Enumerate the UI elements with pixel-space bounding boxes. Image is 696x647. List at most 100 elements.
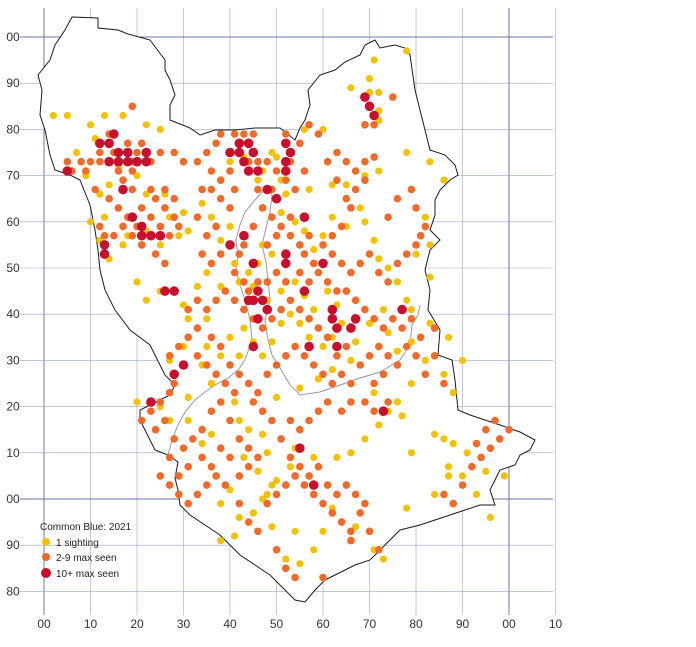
record-dot-1-sighting <box>458 356 467 364</box>
record-dot-1-sighting <box>86 218 95 226</box>
record-dot-2-9 <box>156 222 165 231</box>
record-dot-2-9 <box>179 157 188 166</box>
record-dot-2-9 <box>393 194 402 203</box>
record-dot-1-sighting <box>440 435 448 443</box>
record-dot-1-sighting <box>291 218 299 226</box>
record-dot-2-9 <box>486 444 495 453</box>
record-dot-2-9 <box>137 204 146 212</box>
y-axis-label: 80 <box>6 122 20 136</box>
record-dot-10-plus <box>281 258 291 269</box>
record-dot-1-sighting <box>277 319 285 327</box>
record-dot-1-sighting <box>272 153 281 161</box>
record-dot-2-9 <box>323 333 332 342</box>
record-dot-1-sighting <box>231 398 239 406</box>
record-dot-2-9 <box>249 398 258 406</box>
county-outline <box>37 16 536 603</box>
record-dot-2-9 <box>179 444 188 453</box>
record-dot-1-sighting <box>272 393 281 401</box>
record-dot-2-9 <box>412 204 420 212</box>
record-dot-2-9 <box>86 157 95 166</box>
record-dot-2-9 <box>198 453 206 462</box>
record-dot-2-9 <box>282 278 290 286</box>
x-axis-label: 50 <box>270 617 284 631</box>
legend-swatch-1-sighting <box>42 538 50 546</box>
record-dot-1-sighting <box>207 430 215 438</box>
x-axis-label: 00 <box>502 617 516 631</box>
record-dot-1-sighting <box>179 209 188 217</box>
record-dot-2-9 <box>291 573 299 582</box>
record-dot-2-9 <box>291 342 299 351</box>
record-dot-2-9 <box>263 499 272 508</box>
record-dot-10-plus <box>155 230 166 241</box>
legend-item-3: 10+ max seen <box>41 568 119 580</box>
record-dot-2-9 <box>347 379 355 388</box>
record-dot-10-plus <box>350 314 361 324</box>
record-dot-1-sighting <box>296 319 304 327</box>
legend: Common Blue: 2021 1 sighting 2-9 max see… <box>40 522 132 580</box>
record-dot-2-9 <box>96 222 104 231</box>
record-dot-2-9 <box>351 185 360 194</box>
record-dot-2-9 <box>384 352 392 360</box>
record-dot-1-sighting <box>86 121 95 129</box>
x-axis-label: 60 <box>316 617 330 631</box>
record-dot-2-9 <box>216 398 225 406</box>
record-dot-2-9 <box>82 167 90 175</box>
record-dot-2-9 <box>212 139 220 148</box>
record-dot-2-9 <box>244 444 253 453</box>
record-dot-1-sighting <box>217 537 225 545</box>
record-dot-2-9 <box>193 324 202 332</box>
record-dot-2-9 <box>296 425 304 434</box>
record-dot-2-9 <box>337 370 346 379</box>
record-dot-1-sighting <box>449 389 457 397</box>
record-dot-10-plus <box>257 295 268 306</box>
record-dot-10-plus <box>99 249 110 259</box>
record-dot-2-9 <box>114 167 123 175</box>
record-dot-10-plus <box>141 156 152 167</box>
y-axis-label: 20 <box>6 400 20 414</box>
y-axis-label: 70 <box>6 169 20 183</box>
records-layer <box>49 47 513 582</box>
record-dot-2-9 <box>254 388 262 397</box>
record-dot-1-sighting <box>105 181 113 189</box>
record-dot-1-sighting <box>203 269 211 277</box>
record-dot-2-9 <box>361 176 369 184</box>
record-dot-2-9 <box>314 268 323 277</box>
record-dot-2-9 <box>272 231 281 240</box>
record-dot-10-plus <box>248 258 259 269</box>
legend-label-2-9: 2-9 max seen <box>56 553 117 564</box>
record-dot-10-plus <box>369 110 379 121</box>
record-dot-2-9 <box>337 259 346 268</box>
record-dot-2-9 <box>286 296 295 305</box>
record-dot-2-9 <box>184 499 192 508</box>
record-dot-2-9 <box>110 231 118 240</box>
record-dot-1-sighting <box>352 523 360 531</box>
record-dot-1-sighting <box>375 255 383 263</box>
record-dot-1-sighting <box>286 310 294 318</box>
record-dot-2-9 <box>328 250 337 258</box>
record-dot-2-9 <box>198 185 206 194</box>
record-dot-2-9 <box>365 527 374 536</box>
record-dot-2-9 <box>272 546 281 554</box>
record-dot-2-9 <box>416 231 425 240</box>
record-dot-2-9 <box>216 444 225 453</box>
record-dot-2-9 <box>254 278 262 286</box>
record-dot-2-9 <box>342 287 351 295</box>
record-dot-1-sighting <box>426 319 434 327</box>
x-axis-label: 70 <box>363 617 377 631</box>
record-dot-1-sighting <box>100 111 109 120</box>
record-dot-2-9 <box>165 231 174 240</box>
record-dot-1-sighting <box>319 527 327 535</box>
record-dot-1-sighting <box>226 222 234 230</box>
record-dot-2-9 <box>282 130 290 138</box>
y-axis-label: 30 <box>6 353 20 367</box>
record-dot-1-sighting <box>403 148 411 157</box>
y-axis-label: 50 <box>6 261 20 275</box>
record-dot-2-9 <box>170 435 178 443</box>
record-dot-2-9 <box>323 481 332 489</box>
record-dot-1-sighting <box>268 338 276 346</box>
record-dot-1-sighting <box>440 176 448 184</box>
record-dot-1-sighting <box>305 185 313 194</box>
record-dot-1-sighting <box>403 504 411 512</box>
record-dot-2-9 <box>337 518 346 526</box>
record-dot-10-plus <box>253 286 263 296</box>
